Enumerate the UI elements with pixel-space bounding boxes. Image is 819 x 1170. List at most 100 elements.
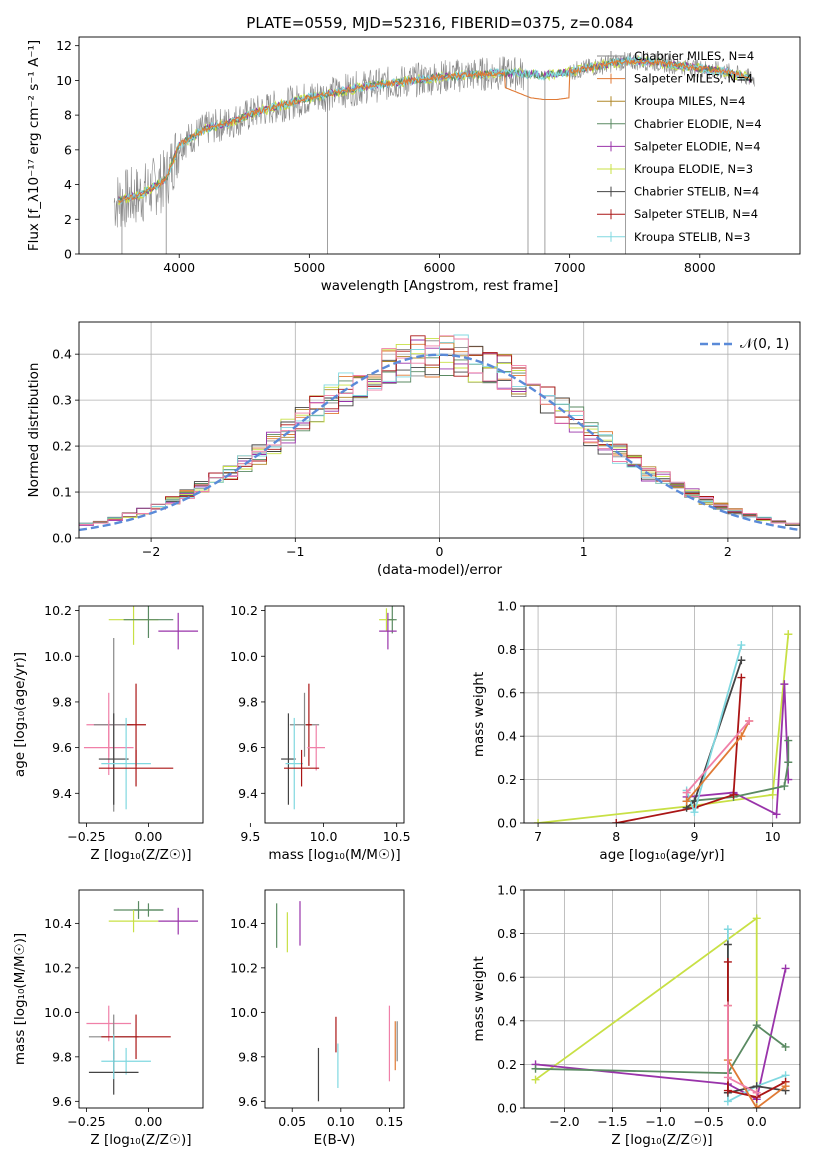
y-tick-label: 0.0 xyxy=(497,1101,517,1116)
legend-label: 𝒩(0, 1) xyxy=(740,336,789,352)
y-tick-label: 9.8 xyxy=(52,694,72,709)
y-tick-label: 4 xyxy=(64,177,72,192)
y-axis-label: mass weight xyxy=(471,956,487,1041)
y-tick-label: 10 xyxy=(56,73,72,88)
axes-frame xyxy=(523,889,801,1109)
y-tick-label: 10.2 xyxy=(44,603,72,618)
y-tick-label: 10.0 xyxy=(230,649,258,664)
plot-area xyxy=(534,630,793,823)
plot-area xyxy=(79,334,800,532)
y-axis-label: Normed distribution xyxy=(26,363,42,498)
legend-label: Salpeter STELIB, N=4 xyxy=(634,207,758,221)
y-tick-label: 9.6 xyxy=(52,1094,72,1109)
mass-weight-point xyxy=(723,957,732,966)
axes-frame xyxy=(78,321,801,539)
y-tick-label: 10.2 xyxy=(44,960,72,975)
x-tick-label: 8000 xyxy=(684,260,716,275)
x-tick-label: 9 xyxy=(690,829,698,844)
mass-weight-series-line xyxy=(538,634,790,823)
x-tick-label: 0 xyxy=(436,544,444,559)
mass-weight-series-line xyxy=(535,968,787,1101)
mass-weight-series-line xyxy=(685,720,750,794)
x-axis-label: Z [log₁₀(Z/Z☉)] xyxy=(90,1132,191,1148)
mass-weight-point xyxy=(737,673,746,682)
mass-weight-point xyxy=(737,732,746,741)
mass-weight-point xyxy=(723,1086,732,1095)
plot-area xyxy=(113,51,755,254)
y-tick-label: 10.4 xyxy=(230,916,258,931)
mass-weight-point xyxy=(784,630,793,639)
y-tick-label: 10.0 xyxy=(230,1005,258,1020)
y-tick-label: 9.8 xyxy=(238,1049,258,1064)
x-tick-label: 1 xyxy=(580,544,588,559)
mass-weight-point xyxy=(723,1001,732,1010)
mass-weight-point xyxy=(723,925,732,934)
axes-frame xyxy=(523,605,801,824)
legend-label: Chabrier STELIB, N=4 xyxy=(634,185,759,199)
y-tick-label: 0.8 xyxy=(497,926,517,941)
x-axis-label: mass [log₁₀(M/M☉)] xyxy=(268,847,400,863)
mass-weight-point xyxy=(690,808,699,817)
mass-weight-point xyxy=(752,1021,761,1030)
mass-weight-point xyxy=(737,641,746,650)
mass-weight-series-line xyxy=(534,916,758,1108)
age-mass-weight-panel: 7 8 9 10 0.0 0.2 0.4 0.6 0.8 1.0 age [log₁₀(age/yr… xyxy=(471,599,801,863)
y-tick-label: 0.2 xyxy=(52,439,72,454)
residual-histogram-step xyxy=(79,334,800,524)
y-tick-label: 10.0 xyxy=(44,649,72,664)
mass-weight-point xyxy=(723,1073,732,1082)
axes-frame xyxy=(264,605,405,824)
y-tick-label: 0.1 xyxy=(52,485,72,500)
axes-frame xyxy=(78,605,204,824)
plot-area xyxy=(86,901,199,1095)
x-tick-label: 2 xyxy=(724,544,732,559)
x-tick-label: 10.0 xyxy=(310,829,338,844)
y-tick-label: 9.8 xyxy=(52,1049,72,1064)
y-tick-label: 0.3 xyxy=(52,393,72,408)
residual-histogram-step xyxy=(79,335,800,525)
mass-weight-point xyxy=(752,1088,761,1097)
z-mass-weight-panel: −2.0 −1.5 −1.0 −0.5 0.0 0.0 0.2 0.4 0.6 0.8 1.0 Z [… xyxy=(471,883,801,1148)
x-tick-label: 6000 xyxy=(424,260,456,275)
y-tick-label: 6 xyxy=(64,142,72,157)
legend-label: Chabrier ELODIE, N=4 xyxy=(634,117,762,131)
y-tick-label: 0.6 xyxy=(497,970,517,985)
mass-weight-point xyxy=(780,680,789,689)
x-tick-label: −0.5 xyxy=(693,1114,723,1129)
mass-weight-point xyxy=(768,790,777,799)
x-axis-label: wavelength [Angstrom, rest frame] xyxy=(321,278,559,294)
legend-label: Kroupa STELIB, N=3 xyxy=(634,230,751,244)
x-tick-label: −1.0 xyxy=(645,1114,675,1129)
x-tick-label: 0.10 xyxy=(327,1114,355,1129)
y-tick-label: 10.2 xyxy=(230,603,258,618)
y-tick-label: 9.4 xyxy=(238,786,258,801)
y-tick-label: 9.6 xyxy=(238,740,258,755)
mass-weight-point xyxy=(752,914,761,923)
mass-weight-point xyxy=(780,782,789,791)
y-tick-label: 10.0 xyxy=(44,1005,72,1020)
mass-age-panel: 9.5 10.0 10.5 9.4 9.6 9.8 10.0 10.2 mass [log₁₀(… xyxy=(230,603,410,863)
y-tick-label: 9.4 xyxy=(52,786,72,801)
legend-label: Salpeter ELODIE, N=4 xyxy=(634,139,761,153)
plot-area xyxy=(281,606,397,810)
x-tick-label: 8 xyxy=(612,829,620,844)
y-tick-label: 0.4 xyxy=(497,1013,517,1028)
mass-weight-point xyxy=(612,819,621,823)
mass-weight-point xyxy=(534,819,543,823)
y-tick-label: 0.4 xyxy=(52,347,72,362)
axes-frame xyxy=(78,36,801,255)
residual-histogram-step xyxy=(79,335,800,525)
mass-weight-point xyxy=(737,656,746,665)
x-tick-label: −0.25 xyxy=(67,1114,105,1129)
y-tick-label: 9.6 xyxy=(238,1094,258,1109)
mass-weight-point xyxy=(531,1064,540,1073)
mass-weight-point xyxy=(723,1097,732,1106)
mass-weight-series-line xyxy=(535,1023,787,1075)
y-tick-label: 9.6 xyxy=(52,740,72,755)
legend-label: Chabrier MILES, N=4 xyxy=(634,49,754,63)
x-tick-label: 9.5 xyxy=(240,829,260,844)
y-tick-label: 1.0 xyxy=(497,883,517,898)
figure-title: PLATE=0559, MJD=52316, FIBERID=0375, z=0… xyxy=(246,14,633,32)
mass-weight-point xyxy=(723,940,732,949)
y-tick-label: 0.2 xyxy=(497,772,517,787)
